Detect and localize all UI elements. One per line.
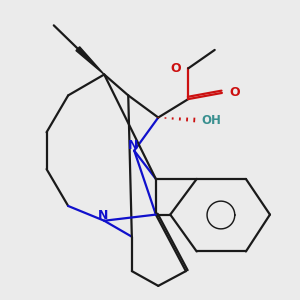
Polygon shape <box>76 47 104 74</box>
Text: N: N <box>98 209 108 222</box>
Text: O: O <box>229 86 240 99</box>
Text: OH: OH <box>202 114 221 127</box>
Text: O: O <box>170 62 181 75</box>
Text: N: N <box>128 139 138 152</box>
